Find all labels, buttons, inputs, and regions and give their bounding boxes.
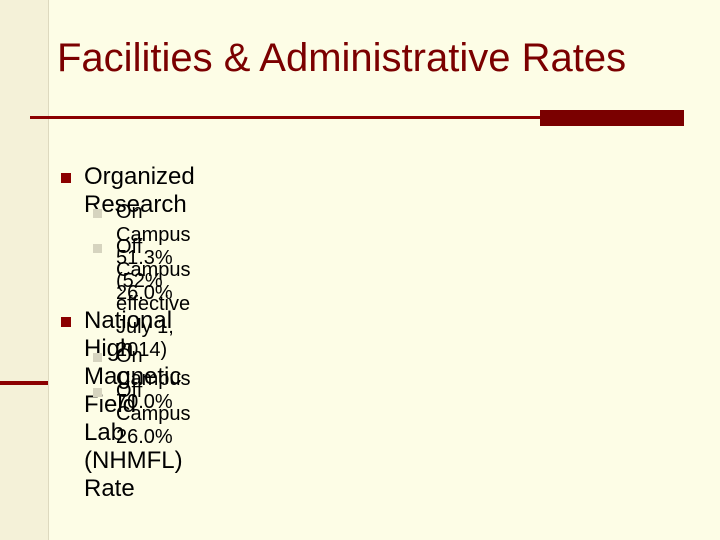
- sub-bullet-icon: [93, 244, 102, 253]
- title-underline-thick: [540, 110, 684, 126]
- title-underline-thin: [30, 116, 542, 119]
- sub-bullet-icon: [93, 209, 102, 218]
- list-item: On Campus 51.3% (52% effective July 1, 2…: [116, 201, 191, 361]
- slide-title: Facilities & Administrative Rates: [57, 36, 627, 80]
- sub-bullet-icon: [93, 353, 102, 362]
- left-margin-divider: [48, 0, 49, 540]
- list-item: Off Campus 26.0%: [116, 380, 191, 448]
- sub-bullet-icon: [93, 388, 102, 397]
- list-item: Off Campus 26.0%: [116, 236, 191, 304]
- list-item: On Campus 70.0%: [116, 345, 191, 413]
- section-heading: National High Magnetic Field Lab (NHMFL)…: [84, 307, 183, 502]
- square-bullet-icon: [61, 173, 71, 183]
- left-margin-accent-bar: [0, 381, 48, 385]
- square-bullet-icon: [61, 317, 71, 327]
- left-margin-band: [0, 0, 48, 540]
